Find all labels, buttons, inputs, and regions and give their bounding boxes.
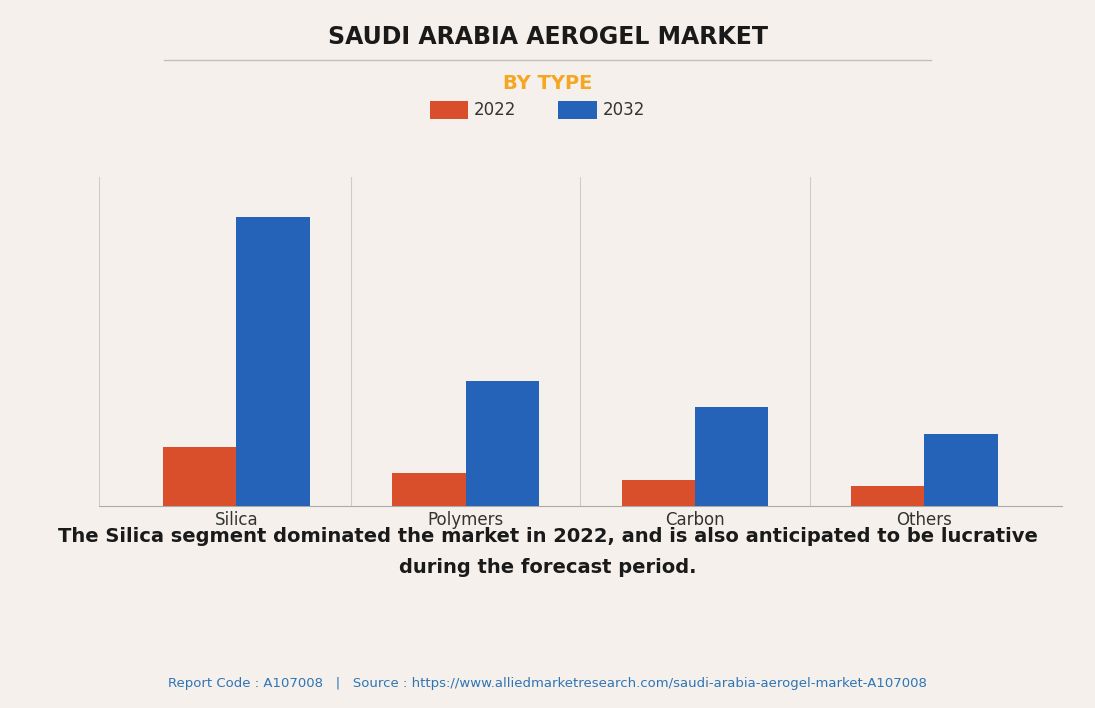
Bar: [237, 217, 310, 506]
Bar: [163, 447, 237, 506]
Text: SAUDI ARABIA AEROGEL MARKET: SAUDI ARABIA AEROGEL MARKET: [327, 25, 768, 49]
Bar: [392, 474, 465, 506]
Bar: [622, 480, 695, 506]
Text: BY TYPE: BY TYPE: [503, 74, 592, 93]
Text: Report Code : A107008   |   Source : https://www.alliedmarketresearch.com/saudi-: Report Code : A107008 | Source : https:/…: [168, 678, 927, 690]
Text: 2032: 2032: [602, 101, 645, 119]
Text: The Silica segment dominated the market in 2022, and is also anticipated to be l: The Silica segment dominated the market …: [58, 527, 1037, 578]
Bar: [465, 381, 539, 506]
Bar: [851, 486, 924, 506]
Bar: [924, 434, 998, 506]
Text: 2022: 2022: [473, 101, 516, 119]
Bar: [695, 408, 769, 506]
